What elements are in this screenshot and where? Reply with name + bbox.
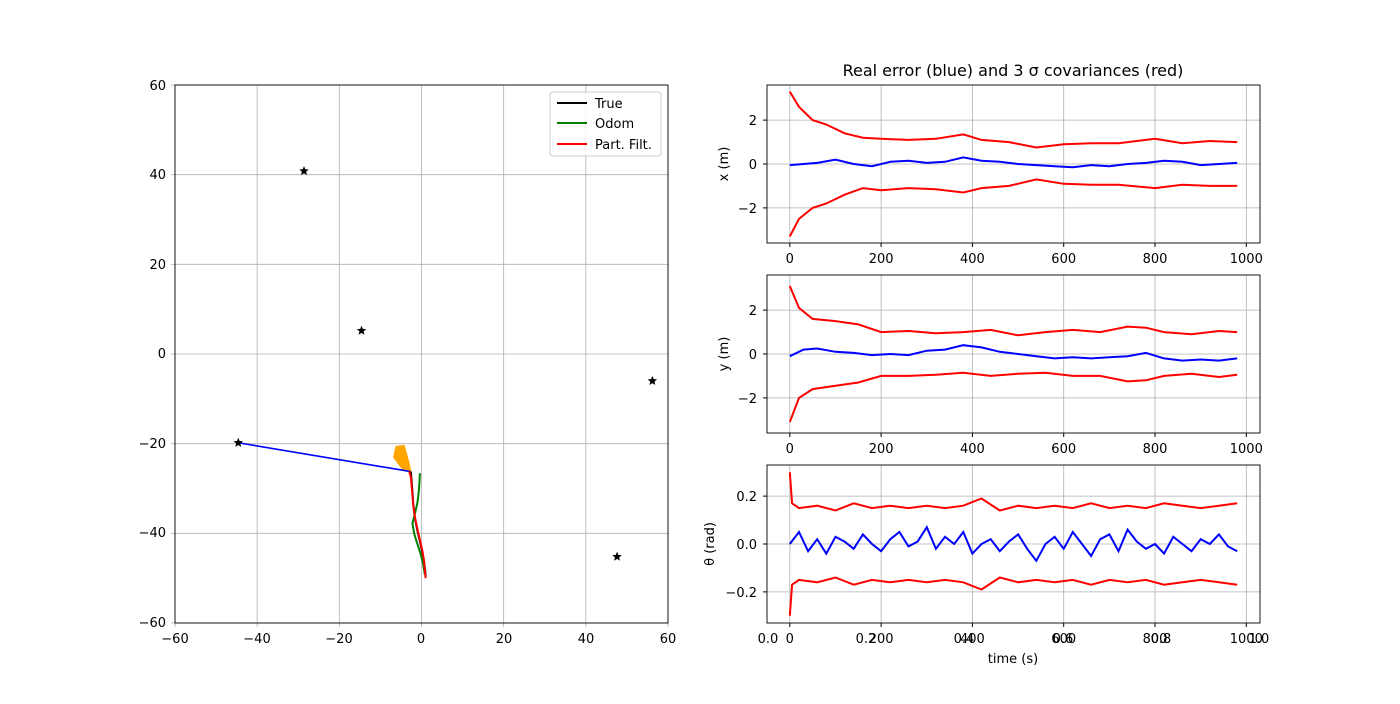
odom-trajectory: [411, 473, 426, 575]
time-xlabel: time (s): [988, 652, 1038, 667]
map-ytick-label: 40: [149, 168, 166, 183]
subplot-xtick-label: 0: [786, 632, 794, 647]
x-error-subplot: 2 0 −2 0 200 400 600 800 1000: [738, 84, 1263, 267]
map-xtick-label: 0: [417, 632, 425, 647]
landmark-star: [612, 551, 622, 561]
map-frame: [174, 84, 669, 624]
overlay-axis: 0.0 0.2 0.4 0.6 0.8 1.0: [758, 632, 1270, 647]
lower-3sigma-line: [788, 178, 1238, 237]
legend-label-odom: Odom: [595, 117, 634, 132]
upper-3sigma-line: [788, 91, 1238, 149]
map-xtick-label: 40: [578, 632, 595, 647]
map-xtick-label: 20: [496, 632, 513, 647]
measurement-line: [238, 441, 411, 473]
subplot-xtick-label: 800: [1143, 252, 1168, 267]
subplot-xtick-label: 600: [1051, 442, 1076, 457]
upper-3sigma-line: [788, 472, 1238, 512]
subplot-xtick-label: 200: [869, 442, 894, 457]
map-ytick-label: 20: [149, 258, 166, 273]
lower-3sigma-line: [788, 371, 1238, 423]
real-error-line: [789, 156, 1238, 169]
subplot-xtick-label: 800: [1143, 632, 1168, 647]
filter-trajectory: [408, 471, 427, 579]
subplot-frame: [766, 84, 1261, 244]
subplot-xtick-label: 1000: [1230, 252, 1263, 267]
subplot-ytick-label: 0.0: [736, 538, 757, 553]
map-xticks: −60 −40 −20 0 20 40 60: [161, 632, 676, 647]
subplot-frame: [766, 274, 1261, 434]
subplot-ytick-label: −2: [738, 392, 757, 407]
map-ytick-label: 0: [158, 347, 166, 362]
overlay-xtick-label: 1.0: [1249, 632, 1270, 647]
map-legend: True Odom Part. Filt.: [549, 91, 662, 157]
subplot-xtick-label: 0: [786, 442, 794, 457]
real-error-line: [789, 525, 1238, 563]
overlay-xtick-label: 0.8: [1151, 632, 1172, 647]
landmark-star: [647, 375, 658, 385]
subplot-xtick-label: 0: [786, 252, 794, 267]
subplot-xtick-label: 600: [1051, 632, 1076, 647]
legend-label-true: True: [594, 97, 623, 112]
subplot-frame: [766, 464, 1261, 624]
map-xtick-label: 60: [660, 632, 677, 647]
map-yticks: 60 40 20 0 −20 −40 −60: [139, 79, 166, 631]
subplot-xtick-label: 400: [960, 442, 985, 457]
map-xtick-label: −40: [243, 632, 270, 647]
y-error-subplot: 2 0 −2 0 200 400 600 800 1000: [738, 274, 1263, 457]
landmark-star: [299, 166, 309, 176]
map-ytick-label: −40: [139, 526, 166, 541]
landmark-star: [356, 325, 367, 335]
legend-label-filter: Part. Filt.: [595, 138, 652, 153]
subplot-ytick-label: −0.2: [725, 586, 757, 601]
subplot-ytick-label: 0: [749, 158, 757, 173]
error-plot-title: Real error (blue) and 3 σ covariances (r…: [843, 61, 1184, 80]
map-ytick-label: 60: [149, 79, 166, 94]
x-error-ylabel: x (m): [717, 147, 732, 182]
upper-3sigma-line: [788, 285, 1238, 337]
real-error-line: [789, 344, 1238, 362]
map-series: [233, 166, 658, 579]
map-ytick-label: −60: [139, 616, 166, 631]
overlay-xtick-label: 0.4: [954, 632, 975, 647]
subplot-xtick-label: 600: [1051, 252, 1076, 267]
subplot-xtick-label: 200: [869, 632, 894, 647]
map-ytick-label: −20: [139, 437, 166, 452]
map-xtick-label: −20: [325, 632, 352, 647]
subplot-ytick-label: −2: [738, 202, 757, 217]
subplot-xtick-label: 1000: [1230, 442, 1263, 457]
subplot-xtick-label: 800: [1143, 442, 1168, 457]
subplot-xtick-label: 200: [869, 252, 894, 267]
y-error-ylabel: y (m): [717, 337, 732, 372]
subplot-xtick-label: 1000: [1230, 632, 1263, 647]
particle-cloud: [393, 444, 412, 473]
subplot-ytick-label: 0: [749, 348, 757, 363]
map-xtick-label: −60: [161, 632, 188, 647]
subplot-ytick-label: 2: [749, 114, 757, 129]
subplot-ytick-label: 2: [749, 304, 757, 319]
subplot-grid: [767, 275, 1260, 433]
theta-error-ylabel: θ (rad): [703, 522, 718, 566]
subplot-ytick-label: 0.2: [736, 490, 757, 505]
subplot-xtick-label: 400: [960, 632, 985, 647]
map-grid: [171, 84, 669, 627]
overlay-xtick-label: 0.6: [1053, 632, 1074, 647]
overlay-xtick-label: 0.2: [856, 632, 877, 647]
subplot-xtick-label: 400: [960, 252, 985, 267]
theta-error-subplot: 0.2 0.0 −0.2 0 200 400 600 800 1000: [725, 464, 1263, 647]
map-plot: −60 −40 −20 0 20 40 60 60 40 20 0 −20 −4…: [139, 79, 677, 647]
legend-box: [549, 91, 662, 157]
overlay-xtick-label: 0.0: [758, 632, 779, 647]
lower-3sigma-line: [788, 576, 1238, 616]
landmark-star: [233, 437, 244, 447]
